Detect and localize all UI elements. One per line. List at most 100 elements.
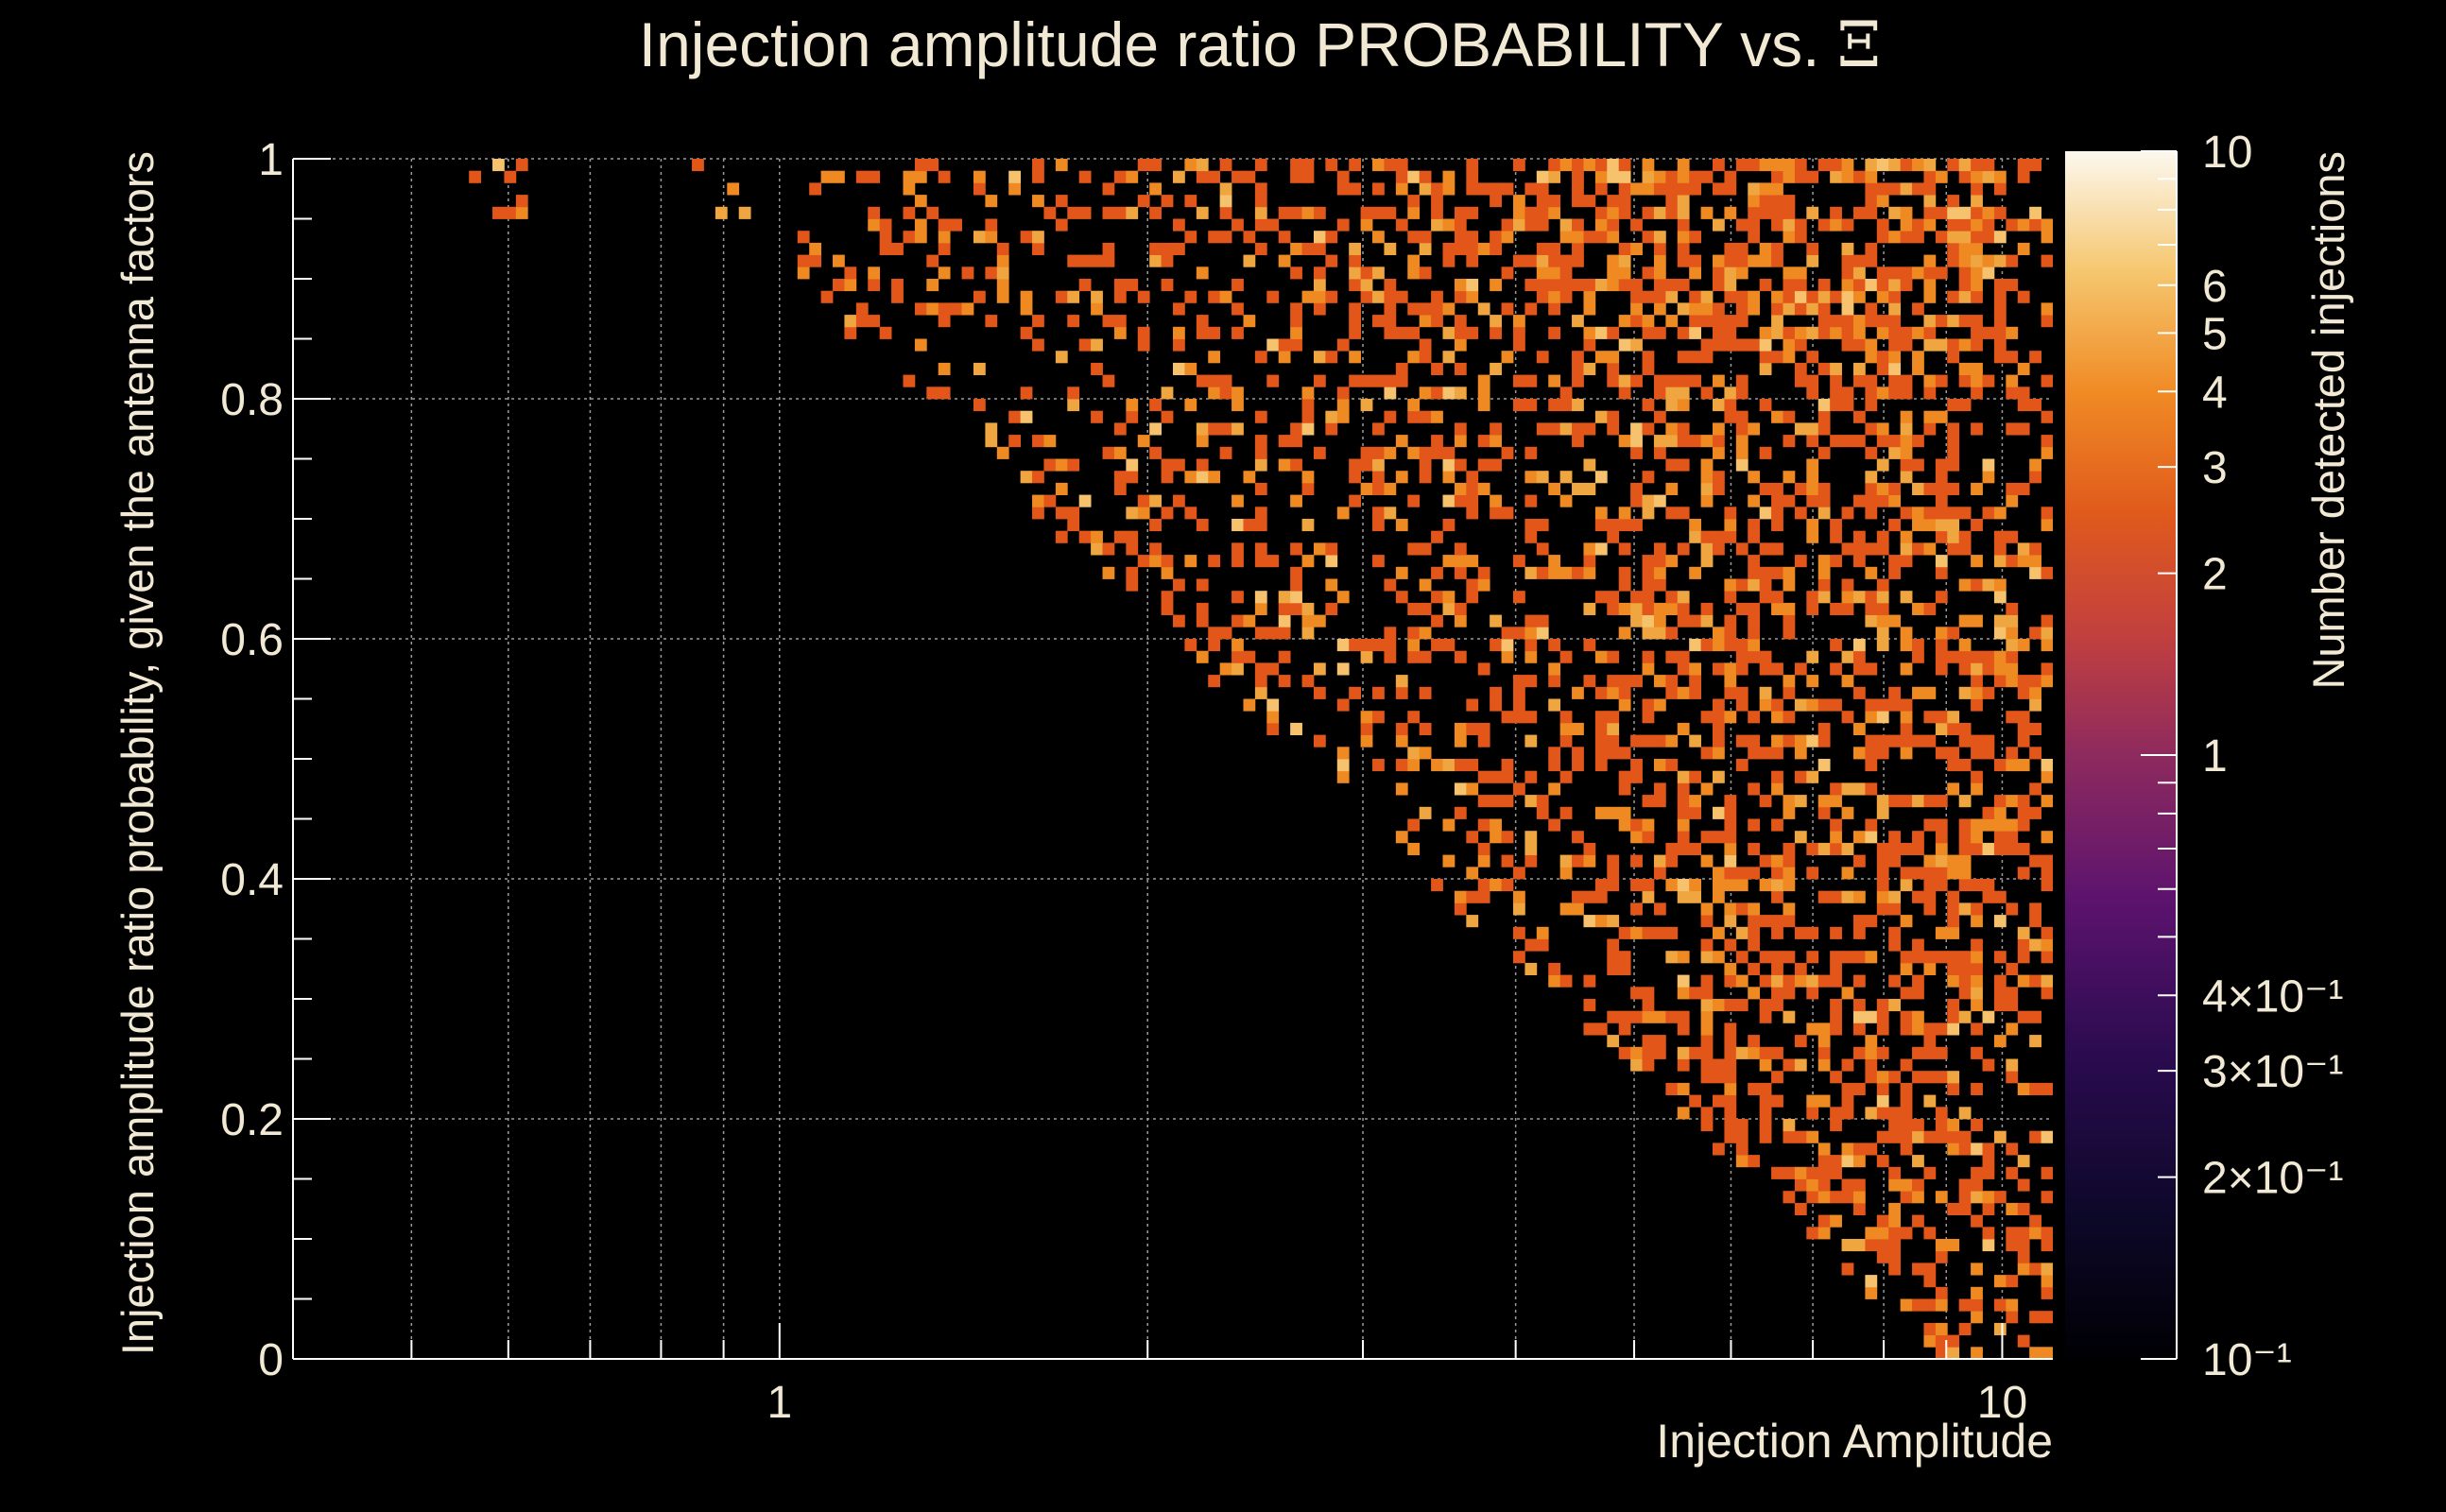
heatmap-cell [1783, 290, 1796, 303]
heatmap-cell [985, 435, 998, 448]
heatmap-cell [1559, 422, 1573, 436]
heatmap-cell [1713, 879, 1725, 892]
heatmap-cell [2017, 1178, 2030, 1192]
heatmap-cell [1935, 471, 1948, 484]
heatmap-cell [1923, 159, 1937, 172]
heatmap-cell [1325, 254, 1338, 267]
heatmap-cell [1490, 494, 1502, 507]
heatmap-cell [1618, 182, 1631, 196]
heatmap-cell [1900, 1058, 1913, 1072]
heatmap-cell [1724, 867, 1737, 880]
heatmap-cell [1806, 1191, 1819, 1204]
heatmap-cell [1735, 602, 1748, 615]
heatmap-cell [1407, 542, 1421, 556]
heatmap-cell [1759, 399, 1772, 412]
heatmap-cell [1102, 254, 1115, 267]
heatmap-cell [1876, 711, 1889, 724]
heatmap-cell [1665, 170, 1679, 183]
x-axis-label: Injection Amplitude [1656, 1415, 2053, 1468]
heatmap-cell [1290, 302, 1302, 316]
heatmap-cell [1748, 302, 1761, 316]
heatmap-cell [2017, 639, 2030, 652]
heatmap-cell [1830, 206, 1842, 219]
heatmap-cell [1900, 1227, 1913, 1240]
heatmap-cell [1572, 242, 1584, 255]
heatmap-cell [1841, 951, 1854, 964]
heatmap-cell [1806, 435, 1819, 448]
heatmap-cell [1724, 879, 1737, 892]
heatmap-cell [1724, 254, 1737, 267]
heatmap-cell [1055, 290, 1068, 303]
heatmap-cell [1536, 254, 1549, 267]
heatmap-cell [1266, 218, 1280, 232]
heatmap-cell [1888, 1130, 1902, 1143]
heatmap-cell [1078, 338, 1092, 352]
heatmap-cell [1630, 1010, 1643, 1023]
heatmap-cell [1794, 374, 1807, 387]
heatmap-cell [1783, 195, 1796, 208]
heatmap-cell [1817, 890, 1831, 903]
heatmap-cell [1126, 399, 1139, 412]
heatmap-cell [1923, 1071, 1937, 1084]
heatmap-cell [1841, 290, 1854, 303]
heatmap-cell [1278, 254, 1291, 267]
heatmap-cell [504, 170, 517, 183]
heatmap-cell [1594, 890, 1608, 903]
colorbar-tick-label: 3 [2202, 443, 2228, 493]
heatmap-cell [1372, 182, 1385, 196]
heatmap-cell [1830, 842, 1842, 855]
heatmap-cell [1653, 266, 1666, 280]
heatmap-cell [1783, 206, 1796, 219]
heatmap-cell [1923, 387, 1937, 400]
heatmap-cell [1876, 1227, 1889, 1240]
heatmap-cell [1325, 555, 1338, 568]
heatmap-cell [1912, 351, 1924, 364]
heatmap-cell [1700, 435, 1714, 448]
heatmap-cell [973, 290, 986, 303]
heatmap-cell [1431, 591, 1443, 604]
heatmap-cell [1583, 422, 1596, 436]
heatmap-cell [1490, 770, 1502, 783]
heatmap-cell [2017, 938, 2030, 952]
heatmap-cell [1876, 387, 1889, 400]
heatmap-cell [1665, 602, 1679, 615]
heatmap-cell [1618, 266, 1631, 280]
heatmap-cell [1841, 399, 1854, 412]
heatmap-cell [1219, 290, 1232, 303]
heatmap-cell [1794, 555, 1807, 568]
heatmap-cell [1806, 1130, 1819, 1143]
heatmap-cell [1700, 902, 1714, 916]
heatmap-cell [1407, 627, 1421, 640]
heatmap-cell [1888, 494, 1902, 507]
heatmap-cell [1865, 1239, 1878, 1252]
heatmap-cell [1173, 326, 1185, 339]
heatmap-cell [1865, 1046, 1878, 1059]
heatmap-cell [1653, 206, 1666, 219]
heatmap-cell [1325, 290, 1338, 303]
heatmap-cell [1536, 614, 1549, 627]
heatmap-cell [1618, 566, 1631, 579]
heatmap-cell [1982, 507, 1995, 520]
heatmap-cell [1677, 650, 1690, 663]
heatmap-cell [1713, 338, 1725, 352]
heatmap-cell [1771, 591, 1783, 604]
heatmap-cell [1817, 422, 1831, 436]
heatmap-cell [1783, 675, 1796, 688]
heatmap-cell [1642, 926, 1655, 939]
heatmap-cell [1971, 1046, 1983, 1059]
heatmap-cell [1196, 458, 1209, 472]
heatmap-cell [1466, 722, 1479, 735]
heatmap-cell [1653, 759, 1666, 772]
heatmap-cell [1078, 279, 1092, 292]
heatmap-cell [2029, 686, 2041, 699]
heatmap-cell [1325, 159, 1338, 172]
heatmap-cell [2017, 926, 2030, 939]
heatmap-cell [1243, 614, 1256, 627]
heatmap-cell [1642, 351, 1655, 364]
heatmap-cell [1830, 362, 1842, 375]
heatmap-cell [1594, 279, 1608, 292]
heatmap-cell [1806, 734, 1819, 747]
heatmap-cell [1794, 326, 1807, 339]
heatmap-cell [1032, 242, 1044, 255]
heatmap-cell [1313, 374, 1326, 387]
